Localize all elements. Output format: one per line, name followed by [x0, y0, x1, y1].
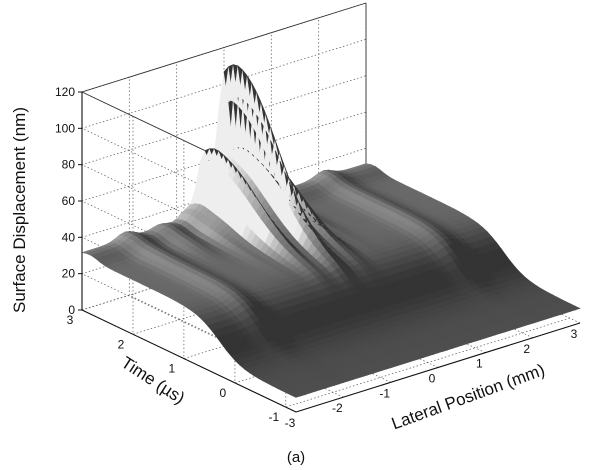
- z-tick-label: 0: [68, 303, 75, 317]
- y-tick-label: 2: [118, 337, 125, 351]
- y-tick-label: 3: [67, 313, 74, 327]
- y-tick-label: 0: [220, 386, 227, 400]
- z-tick-label: 80: [62, 158, 76, 172]
- y-axis-label: Time (µs): [118, 353, 188, 408]
- z-tick-label: 120: [55, 85, 75, 99]
- x-axis-label: Lateral Position (mm): [389, 360, 547, 433]
- z-tick-label: 60: [62, 194, 76, 208]
- surface-mesh: [81, 64, 581, 398]
- z-tick-label: 20: [62, 267, 76, 281]
- z-tick-label: 100: [55, 121, 75, 135]
- x-tick-label: -1: [379, 386, 390, 400]
- z-axis-label: Surface Displacement (nm): [10, 107, 29, 313]
- x-tick-label: 1: [476, 357, 483, 371]
- y-axis-line: [81, 309, 297, 413]
- x-tick-label: -2: [332, 401, 343, 415]
- tick-labels: 0 20 40 60 80 100 120 -1 0 1 2 3 -3 -2 -1 0 1 2 3: [55, 85, 578, 430]
- y-tick-label: 1: [169, 362, 176, 376]
- x-tick-label: -3: [285, 416, 296, 430]
- x-tick-label: 3: [571, 327, 578, 341]
- x-tick-label: 2: [523, 342, 530, 356]
- surface-facet: [569, 305, 581, 311]
- y-tick-label: -1: [268, 410, 279, 424]
- panel-label: (a): [287, 449, 305, 466]
- z-tick-label: 40: [62, 230, 76, 244]
- x-tick-label: 0: [429, 372, 436, 386]
- x-axis-line: [295, 322, 581, 413]
